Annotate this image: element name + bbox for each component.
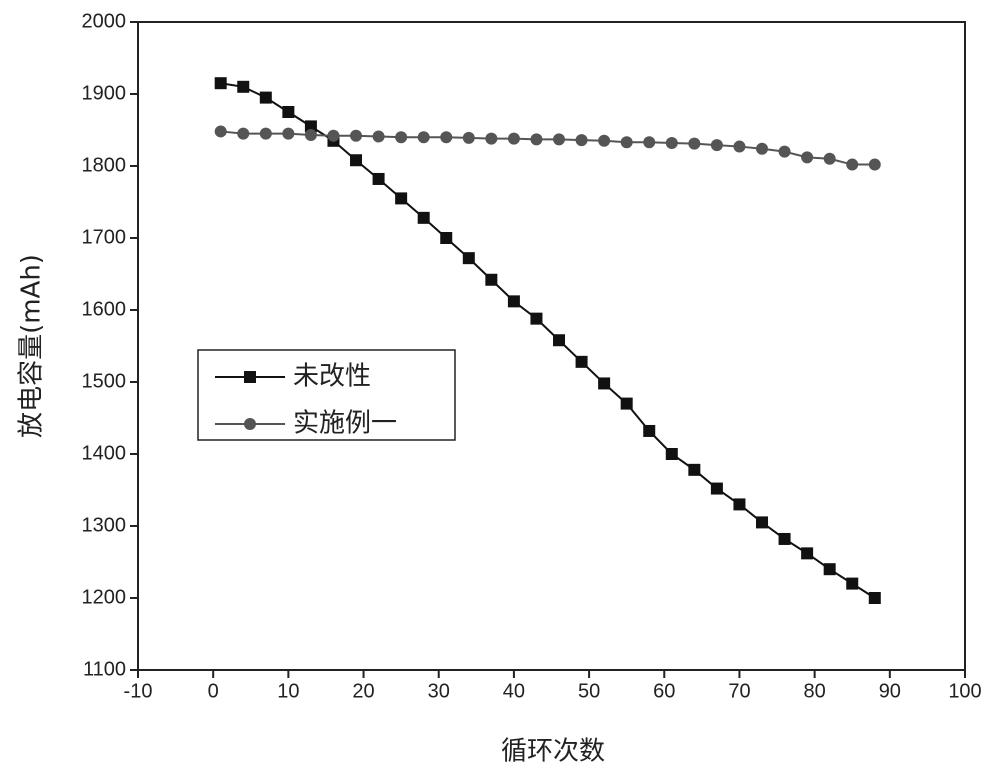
y-tick-label: 2000 [82,10,127,32]
data-point [417,211,430,224]
data-point [462,131,475,144]
data-point [733,140,746,153]
series-line [220,130,875,166]
data-point [417,131,430,144]
data-point [530,312,543,325]
y-tick-label: 1600 [82,298,127,320]
data-point [756,142,769,155]
data-point [259,127,272,140]
data-point [237,80,250,93]
data-point [733,498,746,511]
data-point [756,516,769,529]
legend-label: 未改性 [293,362,371,392]
x-tick-label: 20 [352,680,374,702]
data-point [575,355,588,368]
y-tick-label: 1100 [83,658,126,680]
x-tick-label: 60 [653,680,675,702]
data-point [710,139,723,152]
data-point [598,377,611,390]
y-tick-label: 1900 [82,82,127,104]
data-point [801,547,814,560]
data-point [665,448,678,460]
data-point [304,129,317,142]
y-tick-label: 1300 [82,514,127,536]
data-point [327,129,340,142]
y-axis-label: 放电容量(mAh) [17,254,47,438]
series-line [220,82,876,599]
data-point [214,125,227,138]
data-point [665,136,678,149]
x-tick-label: 10 [277,680,299,702]
y-tick-label: 1200 [82,586,127,608]
data-point [304,120,317,133]
data-point [485,273,498,286]
x-tick-label: 70 [728,680,750,702]
x-tick-label: 30 [428,680,450,702]
data-point [778,145,791,158]
data-point [372,130,385,143]
data-point [823,152,836,165]
data-point [620,397,633,410]
x-tick-label: 100 [948,680,981,702]
data-point [823,563,836,576]
y-tick-label: 1700 [82,226,127,248]
data-point [282,127,295,140]
plot-frame [137,21,966,671]
data-point [237,127,250,140]
data-point [868,158,881,171]
data-point [507,132,520,145]
x-tick-label: 50 [578,680,600,702]
data-point [575,134,588,147]
data-point [643,424,656,437]
y-tick-label: 1500 [82,370,127,392]
data-point [350,129,363,142]
data-point [395,192,408,205]
legend-marker [244,418,256,430]
x-tick-label: 80 [804,680,826,702]
data-point [620,136,633,149]
data-point [688,463,701,476]
y-tick-label: 1400 [82,442,127,464]
x-tick-label: 90 [879,680,901,702]
data-point [778,532,791,545]
data-point [372,172,385,185]
data-point [598,134,611,147]
x-tick-label: -10 [124,680,153,702]
data-point [214,77,227,90]
data-point [801,151,814,164]
data-point [395,131,408,144]
data-point [643,136,656,149]
data-point [553,133,566,146]
data-point [710,482,723,495]
legend-label: 实施例一 [293,409,397,439]
data-point [553,334,566,347]
x-axis-label: 循环次数 [501,737,605,767]
data-point [507,295,520,308]
data-point [440,232,453,244]
data-point [868,592,881,604]
data-point [485,132,498,145]
x-tick-label: 0 [208,680,219,702]
data-point [440,131,453,144]
data-point [462,252,475,265]
y-tick-label: 1800 [82,154,127,176]
data-point [259,91,272,104]
x-tick-label: 40 [503,680,525,702]
data-point [530,133,543,146]
data-point [350,154,363,167]
data-point [846,158,859,171]
legend-marker [244,371,256,383]
data-point [282,106,295,118]
data-point [688,137,701,150]
data-point [846,577,859,590]
